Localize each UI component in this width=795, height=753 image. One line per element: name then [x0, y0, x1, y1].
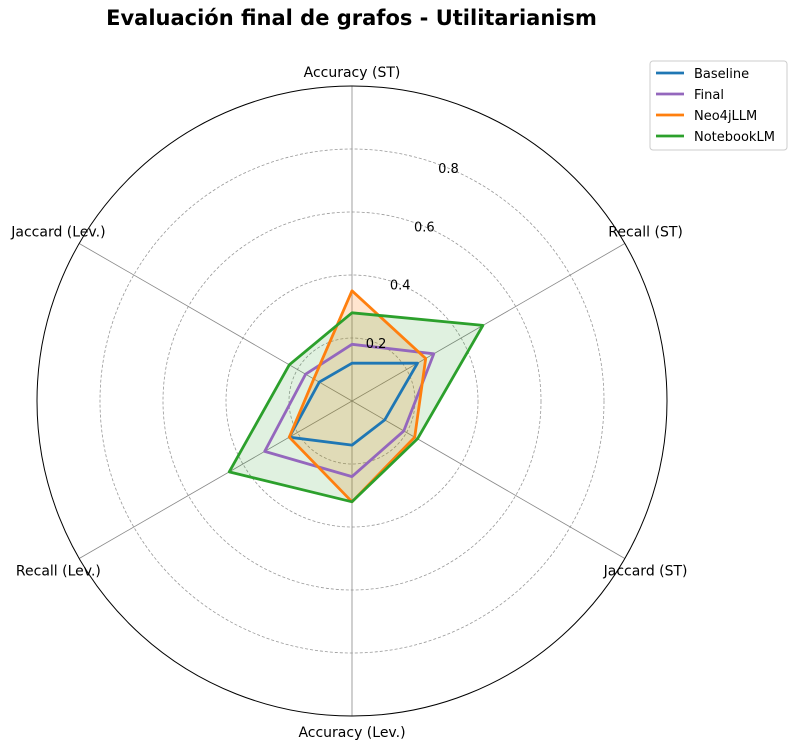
series-fill-neo4jllm: [289, 290, 426, 502]
chart-title: Evaluación final de grafos - Utilitarian…: [106, 6, 597, 30]
series-line-final: [263, 342, 436, 479]
outer-frame: [36, 85, 668, 717]
legend-label: Baseline: [694, 67, 749, 82]
radial-tick-label: 0.8: [438, 162, 459, 177]
radial-tick-label: 0.6: [414, 220, 435, 235]
axis-label: Jaccard (Lev.): [10, 225, 105, 241]
axis-label: Jaccard (ST): [603, 564, 688, 580]
axis-spoke: [79, 400, 353, 559]
radial-tick-label: 0.4: [390, 279, 411, 294]
legend-label: NotebookLM: [694, 130, 775, 145]
legend-label: Final: [694, 88, 724, 103]
series-fill-notebooklm: [229, 312, 483, 502]
legend-label: Neo4jLLM: [694, 109, 757, 124]
series-line-baseline: [287, 361, 419, 447]
axis-label: Accuracy (Lev.): [298, 725, 405, 741]
axis-spoke: [351, 243, 625, 402]
axis-label: Accuracy (ST): [304, 65, 401, 81]
axis-label: Recall (ST): [608, 225, 683, 241]
series-line-notebooklm: [227, 311, 485, 504]
legend-box: [649, 60, 788, 151]
axis-label: Recall (Lev.): [16, 564, 101, 580]
radial-tick-label: 0.2: [366, 337, 387, 352]
axis-spoke: [351, 400, 625, 559]
